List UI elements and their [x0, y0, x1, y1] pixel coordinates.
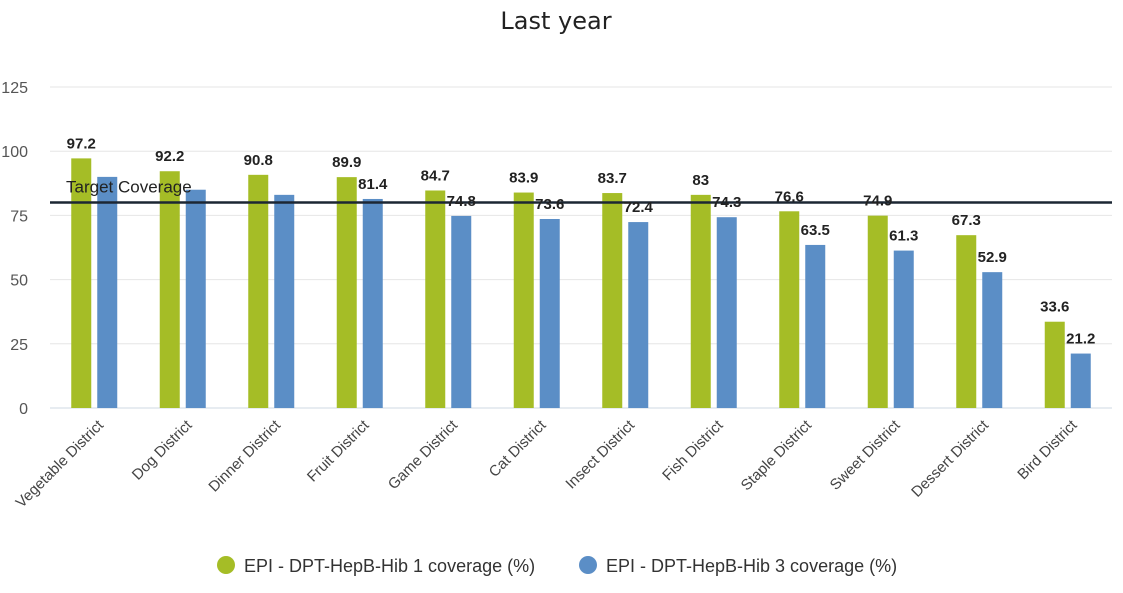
x-tick-label: Vegetable District [13, 416, 108, 511]
x-tick-label: Insect District [562, 416, 638, 492]
data-label: 76.6 [775, 188, 804, 205]
bar [690, 194, 711, 408]
x-axis: Vegetable District Dog District Dinner Dis… [13, 416, 1082, 511]
data-label: 74.3 [712, 194, 741, 211]
bar [159, 171, 180, 408]
bar [248, 174, 269, 408]
bar [97, 176, 118, 408]
y-tick-label: 125 [1, 80, 28, 97]
x-tick-label: Dessert District [908, 416, 993, 501]
bar [451, 215, 472, 408]
data-label: 74.8 [447, 193, 476, 210]
x-tick-label: Game District [385, 416, 462, 493]
y-tick-label: 0 [19, 401, 28, 418]
y-axis: 0 25 50 75 100 125 [1, 80, 1112, 418]
data-label: 33.6 [1040, 299, 1069, 316]
legend-label: EPI - DPT-HepB-Hib 1 coverage (%) [244, 556, 535, 576]
bar [779, 211, 800, 408]
x-tick-label: Sweet District [827, 416, 904, 493]
target-line-group: Target Coverage [50, 178, 1112, 204]
bar [362, 198, 383, 408]
data-label: 90.8 [244, 152, 273, 169]
data-labels: 97.2 92.2 90.8 89.9 81.4 84.7 74.8 83.9 73.6 83.7… [67, 135, 1096, 347]
bar [805, 244, 826, 408]
bar [628, 222, 649, 408]
data-label: 73.6 [535, 196, 564, 213]
data-label: 74.9 [863, 193, 892, 210]
x-tick-label: Fish District [659, 416, 727, 484]
data-label: 83.7 [598, 170, 627, 187]
bar [1070, 353, 1091, 408]
bars [71, 158, 1091, 408]
data-label: 21.2 [1066, 331, 1095, 348]
y-tick-label: 75 [10, 208, 28, 225]
data-label: 83.9 [509, 170, 538, 187]
bar [71, 158, 92, 408]
x-tick-label: Dinner District [205, 416, 284, 495]
x-tick-label: Bird District [1014, 416, 1081, 483]
bar [425, 190, 446, 408]
bar [602, 193, 623, 408]
data-label: 97.2 [67, 135, 96, 152]
bar [893, 250, 914, 408]
bar [956, 235, 977, 408]
y-tick-label: 25 [10, 337, 28, 354]
gridlines [50, 86, 1112, 345]
legend: EPI - DPT-HepB-Hib 1 coverage (%) EPI - D… [217, 556, 897, 576]
bar [539, 218, 560, 408]
data-label: 52.9 [978, 249, 1007, 266]
data-label: 81.4 [358, 176, 388, 193]
y-tick-label: 100 [1, 144, 28, 161]
bar [716, 217, 737, 408]
x-tick-label: Fruit District [304, 416, 373, 485]
data-label: 63.5 [801, 222, 830, 239]
bar [1044, 321, 1065, 408]
data-label: 89.9 [332, 154, 361, 171]
x-tick-label: Cat District [486, 416, 550, 480]
data-label: 61.3 [889, 228, 918, 245]
data-label: 83 [692, 172, 709, 189]
data-label: 72.4 [624, 199, 654, 216]
bar [982, 272, 1003, 408]
chart-title: Last year [500, 7, 611, 35]
bar [513, 192, 534, 408]
target-label: Target Coverage [66, 178, 192, 197]
bar [336, 177, 357, 408]
bar [185, 189, 206, 408]
x-tick-label: Staple District [738, 416, 816, 494]
legend-marker [579, 556, 597, 574]
data-label: 92.2 [155, 148, 184, 165]
bar [867, 215, 888, 408]
data-label: 84.7 [421, 167, 450, 184]
legend-label: EPI - DPT-HepB-Hib 3 coverage (%) [606, 556, 897, 576]
y-tick-label: 50 [10, 273, 28, 290]
x-tick-label: Dog District [129, 416, 196, 483]
legend-marker [217, 556, 235, 574]
data-label: 67.3 [952, 212, 981, 229]
bar [274, 194, 295, 408]
